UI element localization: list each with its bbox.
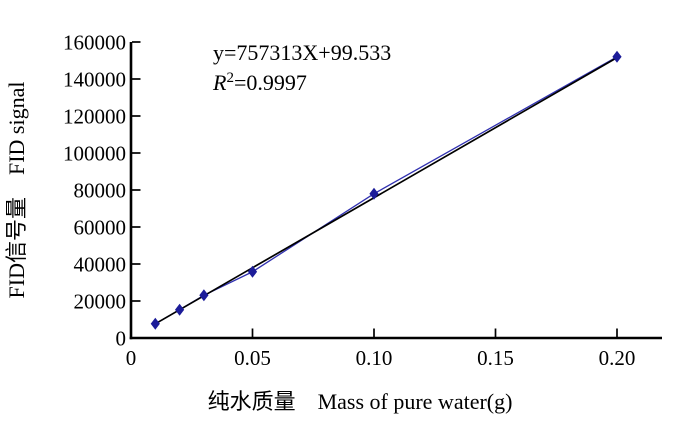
x-tick-label: 0.15	[477, 346, 514, 370]
y-tick-label: 40000	[74, 253, 127, 277]
y-tick-label: 60000	[74, 216, 127, 240]
data-point-marker	[175, 303, 185, 316]
x-axis-title: 纯水质量 Mass of pure water(g)	[208, 389, 513, 414]
y-tick-label: 100000	[63, 142, 126, 166]
x-tick-label: 0.05	[234, 346, 271, 370]
r-squared-symbol: R	[212, 70, 227, 95]
y-axis-title: FID信号量 FID signal	[4, 82, 29, 299]
axes-layer	[129, 41, 662, 340]
tick-label-layer: 0 0.05 0.10 0.15 0.20 0 20000 40000 60000 80000 10…	[63, 31, 635, 371]
y-tick-label: 140000	[63, 68, 126, 92]
y-tick-label: 0	[116, 327, 127, 351]
y-tick-label: 80000	[74, 179, 127, 203]
series-layer	[150, 50, 622, 330]
r-squared-superscript: 2	[226, 70, 234, 86]
y-tick-label: 160000	[63, 31, 126, 55]
trendline-equation-label: y=757313X+99.533	[213, 40, 391, 65]
r-squared-value: =0.9997	[234, 70, 307, 95]
x-tick-label: 0.20	[599, 346, 636, 370]
y-tick-label: 20000	[74, 290, 127, 314]
data-point-marker	[612, 50, 622, 63]
x-tick-label: 0	[126, 346, 137, 370]
data-point-marker	[150, 317, 160, 330]
data-point-marker	[247, 265, 258, 278]
y-tick-label: 120000	[63, 105, 126, 129]
x-tick-label: 0.10	[356, 346, 393, 370]
data-point-marker	[199, 289, 209, 302]
trendline	[154, 56, 618, 325]
data-point-marker	[369, 187, 379, 200]
r-squared-label: R2=0.9997	[212, 70, 307, 95]
